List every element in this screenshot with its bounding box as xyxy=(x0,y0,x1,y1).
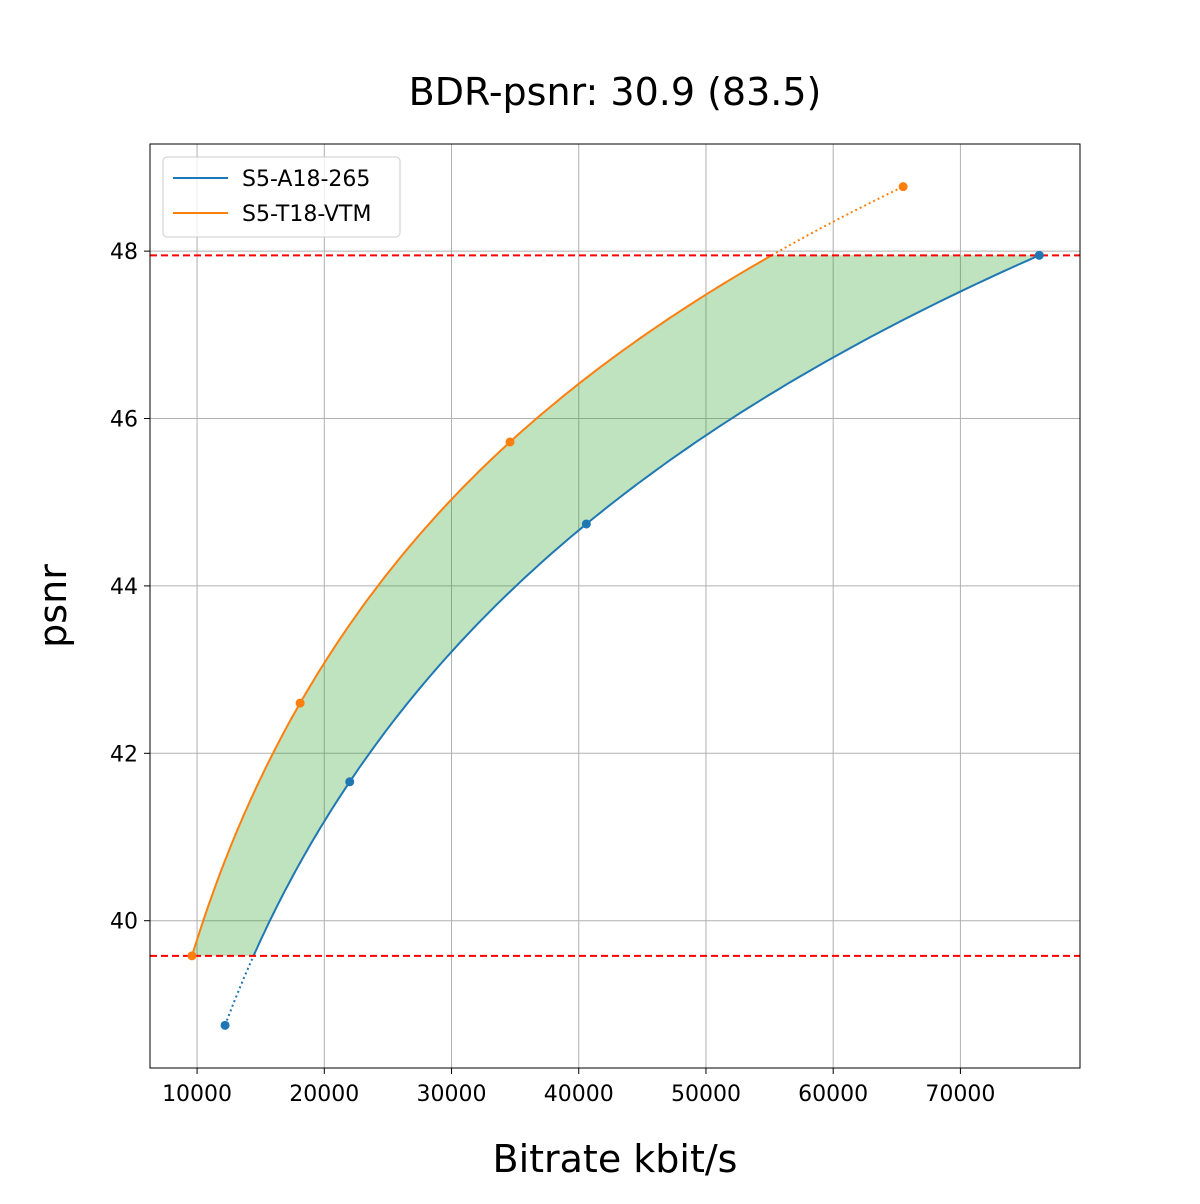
series-extrapolation-1 xyxy=(771,185,904,257)
x-tick-label: 40000 xyxy=(544,1082,614,1107)
x-tick-label: 50000 xyxy=(671,1082,741,1107)
y-tick-label: 48 xyxy=(110,240,138,265)
legend-label-0: S5-A18-265 xyxy=(242,167,370,192)
series-line-1 xyxy=(191,254,773,957)
y-tick-label: 40 xyxy=(110,910,138,935)
x-tick-label: 20000 xyxy=(289,1082,359,1107)
chart-title: BDR-psnr: 30.9 (83.5) xyxy=(409,70,822,114)
data-points xyxy=(187,182,1044,1030)
x-tick-label: 30000 xyxy=(417,1082,487,1107)
reference-lines xyxy=(150,254,1080,957)
legend-label-1: S5-T18-VTM xyxy=(242,202,371,227)
ticks: 10000 20000 30000 40000 50000 60000 70000 40 42 4… xyxy=(110,240,995,1107)
x-axis-label: Bitrate kbit/s xyxy=(493,1137,738,1181)
data-point-0 xyxy=(220,1020,230,1030)
series-line-0 xyxy=(252,254,1040,957)
data-point-0 xyxy=(1034,250,1044,260)
data-point-1 xyxy=(187,951,197,961)
x-tick-label: 60000 xyxy=(798,1082,868,1107)
y-tick-label: 42 xyxy=(110,742,138,767)
series-lines xyxy=(191,185,1040,1026)
data-point-0 xyxy=(345,777,355,787)
data-point-0 xyxy=(581,519,591,529)
x-tick-label: 10000 xyxy=(162,1082,232,1107)
grid xyxy=(150,144,1080,1068)
data-point-1 xyxy=(295,698,305,708)
plot-frame xyxy=(149,143,1081,1069)
legend: S5-A18-265 S5-T18-VTM xyxy=(162,156,401,238)
data-point-1 xyxy=(898,182,908,192)
y-axis-label: psnr xyxy=(31,564,75,648)
data-point-1 xyxy=(505,437,515,447)
fill-between-area xyxy=(192,255,1040,956)
fill-area xyxy=(192,255,1040,956)
x-tick-label: 70000 xyxy=(925,1082,995,1107)
y-tick-label: 46 xyxy=(110,408,138,433)
y-tick-label: 44 xyxy=(110,575,138,600)
